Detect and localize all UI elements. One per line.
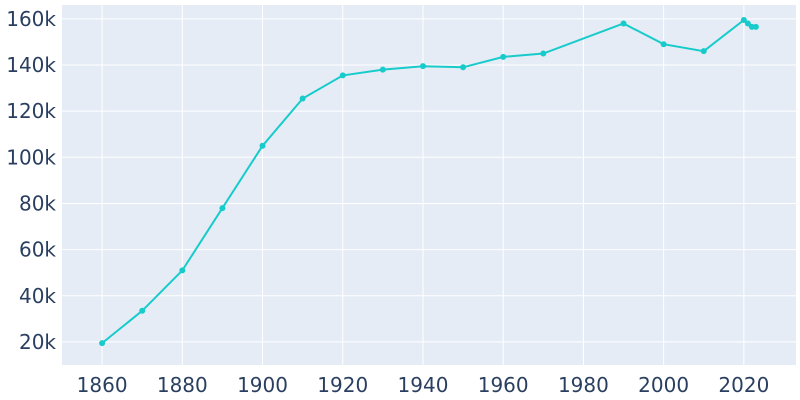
x-tick-label: 2020 xyxy=(718,373,769,397)
y-tick-label: 100k xyxy=(6,145,56,169)
x-tick-label: 1940 xyxy=(398,373,449,397)
y-gridlines xyxy=(62,18,796,343)
x-tick-label: 1880 xyxy=(157,373,208,397)
data-point xyxy=(259,142,266,149)
x-tick-label: 1900 xyxy=(237,373,288,397)
x-tick-label: 1960 xyxy=(478,373,529,397)
y-axis-tick-labels: 20k 40k 60k 80k 100k 120k 140k 160k xyxy=(6,7,56,354)
y-tick-label: 60k xyxy=(19,238,56,262)
data-point xyxy=(379,66,386,73)
y-tick-label: 80k xyxy=(19,191,56,215)
data-point xyxy=(752,23,759,30)
y-tick-label: 160k xyxy=(6,7,56,31)
y-tick-label: 40k xyxy=(19,284,56,308)
data-point xyxy=(419,63,426,70)
x-axis-tick-labels: 1860 1880 1900 1920 1940 1960 1980 2000 2020 xyxy=(77,373,770,397)
data-point xyxy=(339,72,346,79)
data-point xyxy=(740,17,747,23)
data-point xyxy=(179,267,186,274)
data-point xyxy=(660,41,667,48)
data-point xyxy=(139,307,146,314)
data-point xyxy=(744,20,751,27)
y-tick-label: 120k xyxy=(6,99,56,123)
x-tick-label: 2000 xyxy=(638,373,689,397)
data-point xyxy=(700,48,707,55)
data-point xyxy=(500,53,507,60)
data-point xyxy=(219,205,226,212)
data-point xyxy=(460,64,467,71)
x-tick-label: 1920 xyxy=(317,373,368,397)
data-point xyxy=(620,20,627,27)
data-point xyxy=(99,340,106,347)
data-point xyxy=(540,50,547,57)
plot-area xyxy=(62,5,796,365)
y-tick-label: 20k xyxy=(19,330,56,354)
series-group xyxy=(99,17,759,347)
x-tick-label: 1860 xyxy=(77,373,128,397)
x-tick-label: 1980 xyxy=(558,373,609,397)
data-point xyxy=(299,95,306,102)
y-tick-label: 140k xyxy=(6,53,56,77)
